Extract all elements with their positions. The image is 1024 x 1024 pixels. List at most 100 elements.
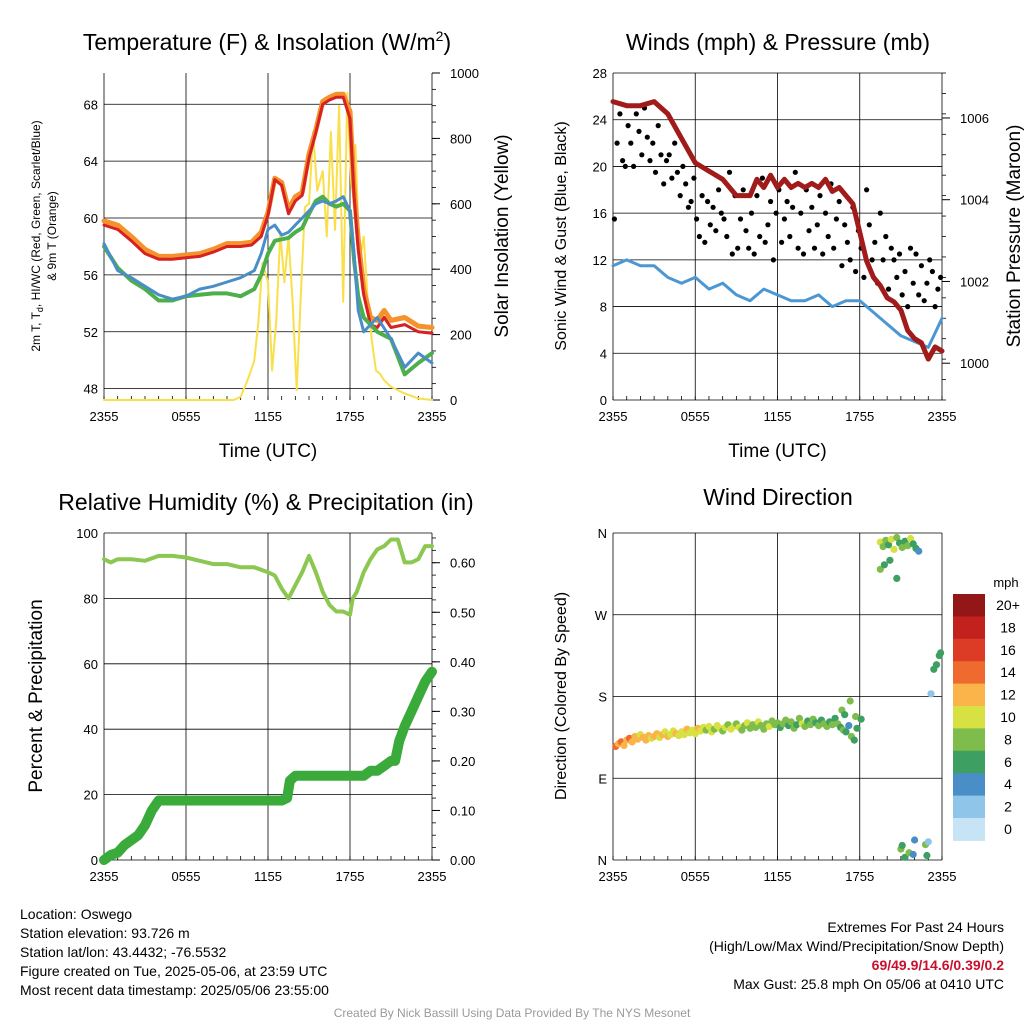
temp-chart-xtick-label: 1755	[336, 409, 365, 424]
temp-chart-ytick-label: 64	[84, 154, 98, 169]
wind-chart-gust-point	[916, 292, 922, 298]
extremes-info: Extremes For Past 24 Hours (High/Low/Max…	[709, 918, 1004, 994]
dir-chart-colorbar-swatch	[953, 706, 985, 729]
dir-chart-direction-point	[705, 722, 713, 731]
rh-chart-ytick-label: 20	[84, 788, 98, 803]
temp-chart-series-line	[101, 91, 435, 330]
wind-chart-gust-point	[707, 222, 713, 228]
wind-chart-gust-point	[647, 158, 653, 164]
wind-chart-gust-point	[798, 210, 804, 216]
dir-chart-direction-point	[886, 556, 894, 564]
wind-chart-gust-point	[883, 233, 889, 240]
wind-chart-ytick-label: 4	[600, 346, 607, 361]
wind-chart-gust-point	[663, 158, 670, 164]
wind-chart-xtick-label: 2355	[599, 409, 628, 424]
temp-chart-ylabel: 2m T, Td, HI/WC (Red, Green, Scarlet/Blu…	[29, 120, 45, 351]
dir-chart-colorbar-swatch	[953, 616, 985, 640]
dir-chart-direction-point	[853, 724, 861, 732]
wind-chart-gust-point	[633, 111, 639, 117]
dir-chart-direction-point	[815, 722, 823, 730]
dir-chart-direction-point	[801, 722, 809, 731]
temp-chart-series-line	[102, 195, 434, 369]
wind-chart-gust-point	[666, 152, 672, 158]
wind-chart-gust-point	[669, 175, 675, 181]
max-gust: Max Gust: 25.8 mph On 05/06 at 0410 UTC	[733, 976, 1004, 992]
wind-chart-gust-point	[781, 216, 788, 222]
wind-chart-gust-point	[806, 228, 812, 234]
recent-timestamp: Most recent data timestamp: 2025/05/06 2…	[20, 982, 329, 998]
dir-chart-direction-point	[890, 545, 898, 554]
dir-chart-colorbar-label: 8	[1004, 731, 1012, 747]
wind-chart-gust-point	[784, 198, 790, 205]
dir-chart-colorbar-label: 20+	[996, 597, 1020, 613]
wind-chart-gust-point	[814, 222, 820, 228]
wind-chart-gust-point	[864, 187, 870, 193]
extremes-legend: (High/Low/Max Wind/Precipitation/Snow De…	[709, 938, 1004, 954]
dir-chart-colorbar-label: 2	[1004, 799, 1012, 815]
wind-chart-gust-point	[754, 193, 760, 199]
wind-chart-gust-point	[842, 222, 848, 228]
rh-chart-ytick-label-right: 0.40	[450, 655, 475, 670]
wind-chart-gust-point	[768, 198, 774, 205]
wind-chart-gust-point	[658, 152, 664, 158]
wind-chart-xtick-label: 1155	[764, 409, 792, 424]
dir-chart-direction-point	[923, 851, 931, 860]
dir-chart-direction-point	[915, 547, 923, 555]
wind-chart-ytick-label-right: 1000	[960, 356, 989, 371]
rh-chart-precip-line	[99, 666, 437, 865]
dir-chart-xtick-label: 1155	[764, 869, 792, 884]
dir-chart-direction-point	[787, 718, 795, 726]
dir-chart-direction-point	[911, 836, 919, 844]
wind-chart-xtick-label: 1755	[845, 409, 874, 424]
wind-chart-xlabel: Time (UTC)	[728, 441, 827, 462]
wind-chart-gust-point	[833, 216, 840, 222]
wind-chart-gust-point	[644, 134, 650, 140]
dir-chart-direction-point	[901, 853, 909, 861]
rh-chart-ytick-label-right: 0.10	[450, 803, 475, 818]
dir-chart-direction-point	[765, 722, 773, 731]
dir-chart-colorbar-swatch	[953, 638, 985, 662]
dir-chart-direction-point	[743, 719, 751, 727]
rh-chart-xtick-label: 2355	[418, 869, 447, 884]
temp-chart-xlabel: Time (UTC)	[219, 441, 318, 462]
temp-chart-xtick-label: 2355	[418, 409, 447, 424]
dir-chart-title: Wind Direction	[703, 484, 853, 510]
dir-chart-ylabel: Direction (Colored By Speed)	[553, 592, 570, 800]
wind-chart-gust-point	[716, 187, 722, 193]
wind-chart-gust-point	[795, 245, 801, 251]
wind-chart-gust-point	[853, 268, 859, 275]
wind-chart-gust-point	[672, 140, 678, 146]
wind-chart-gust-point	[921, 298, 927, 304]
dir-chart-direction-point	[932, 661, 941, 669]
wind-chart-ytick-label: 28	[593, 66, 607, 81]
wind-chart-gust-point	[836, 198, 842, 205]
wind-chart-gust-point	[938, 274, 944, 280]
temp-chart-ytick-label: 48	[84, 382, 98, 397]
wind-chart-gust-point	[894, 274, 900, 280]
wind-chart-gust-point	[631, 163, 637, 169]
temp-chart-ytick-label-right: 600	[450, 197, 472, 212]
wind-chart-gust-point	[899, 292, 905, 298]
wind-chart-ylabel: Sonic Wind & Gust (Blue, Black)	[553, 121, 570, 350]
wind-chart-gust-point	[748, 210, 755, 216]
wind-chart-gust-point	[787, 233, 793, 240]
wind-chart-gust-point	[831, 245, 837, 251]
dir-chart-direction-point	[795, 714, 804, 722]
wind-chart-gust-point	[746, 245, 752, 251]
dir-chart-direction-point	[909, 850, 917, 859]
wind-chart-gust-point	[702, 239, 708, 245]
wind-chart-gust-point	[705, 198, 711, 205]
wind-chart-gust-point	[932, 304, 938, 310]
dir-chart-direction-point	[793, 721, 801, 729]
dir-chart-colorbar-swatch	[953, 773, 985, 797]
dir-chart-colorbar-swatch	[953, 728, 985, 752]
rh-chart-xtick-label: 1155	[254, 869, 282, 884]
dir-chart-direction-point	[857, 715, 865, 723]
wind-chart-ytick-label: 20	[593, 159, 607, 174]
dir-chart-colorbar-swatch	[953, 818, 985, 841]
wind-chart-xtick-label: 0555	[681, 409, 710, 424]
dir-chart-direction-point	[831, 714, 839, 722]
wind-chart-gust-point	[639, 152, 645, 158]
wind-chart-gust-point	[820, 251, 826, 257]
wind-chart-gust-point	[751, 251, 757, 257]
